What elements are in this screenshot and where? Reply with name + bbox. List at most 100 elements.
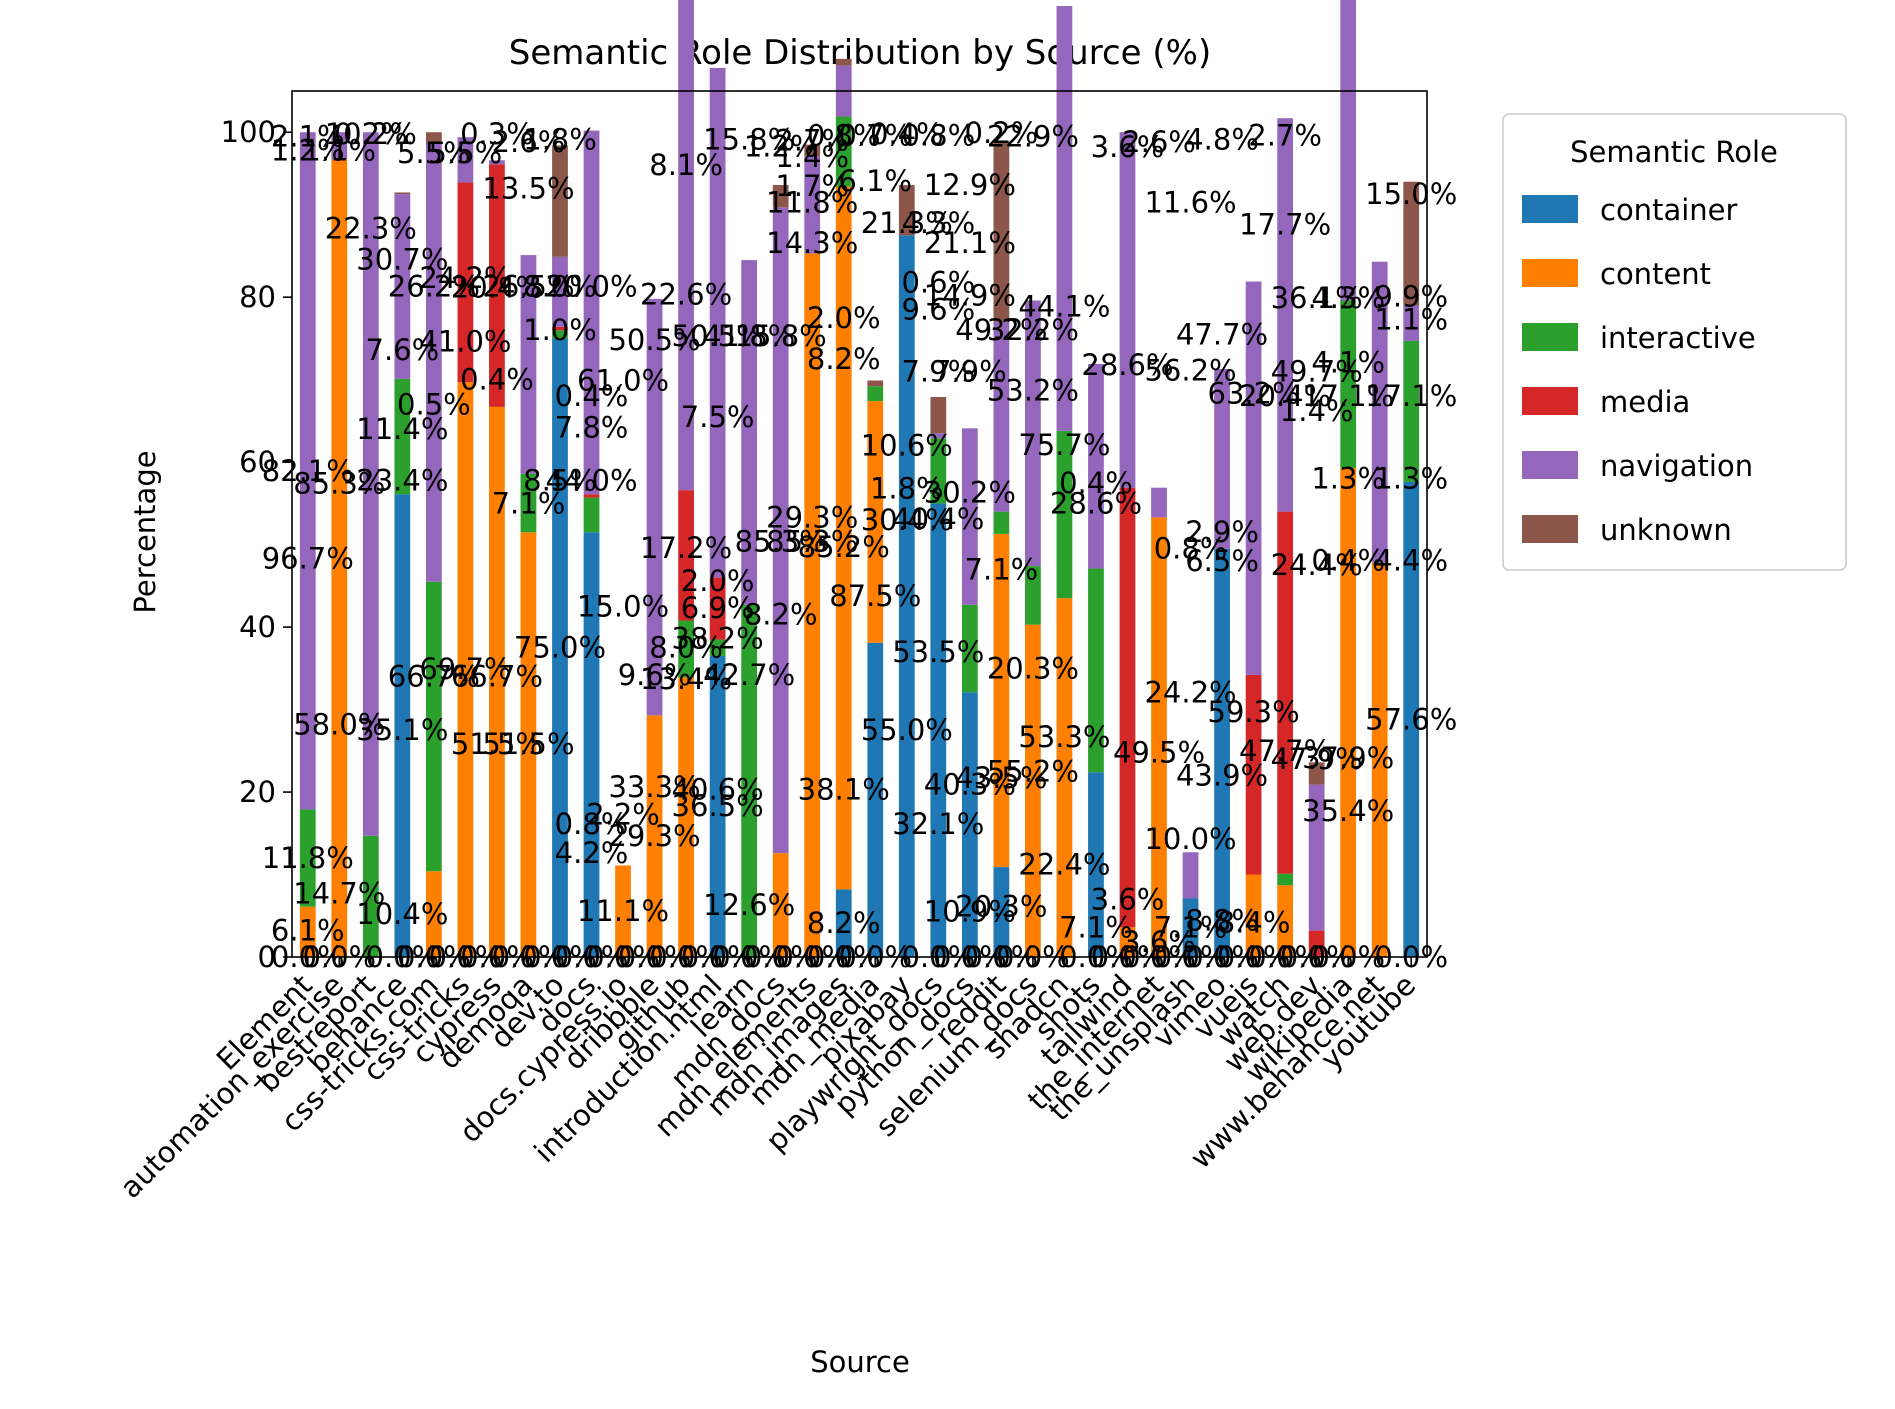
data-label: 8.0% <box>523 269 597 303</box>
legend-swatch-container <box>1522 195 1578 223</box>
data-label: 7.9% <box>933 354 1007 388</box>
data-label: 69.7% <box>419 652 511 686</box>
data-label: 47.7% <box>1239 734 1331 768</box>
data-label: 1.8% <box>870 472 944 506</box>
data-label: 1.2% <box>744 129 818 163</box>
data-label: 17.1% <box>1365 379 1457 413</box>
data-label: 66.7% <box>388 660 480 694</box>
legend-label-interactive: interactive <box>1600 321 1756 355</box>
data-label: 63.2% <box>1208 377 1300 411</box>
bar-segment-container <box>898 235 915 958</box>
data-label: 85.2% <box>798 530 890 564</box>
bar-segment-navigation <box>993 321 1010 512</box>
data-label: 6.1% <box>271 914 345 948</box>
data-label: 55.0% <box>861 713 953 747</box>
data-label: 7.1% <box>965 552 1039 586</box>
legend-label-media: media <box>1600 385 1690 419</box>
bar-segment-navigation <box>1277 118 1294 512</box>
data-label: 1.2% <box>271 133 345 167</box>
data-label: 55.2% <box>987 754 1079 788</box>
data-label: 85.3% <box>293 467 385 501</box>
bar-segment-interactive <box>362 835 379 957</box>
bar-segment-navigation <box>1340 0 1357 301</box>
data-label: 11.8% <box>262 841 354 875</box>
data-label: 7.6% <box>366 333 440 367</box>
bar-segment-content <box>489 406 505 958</box>
data-label: 0.8% <box>901 119 975 153</box>
bar-segment-content <box>425 871 442 957</box>
bar-segment-interactive <box>835 116 852 187</box>
data-label: 0.6% <box>901 265 975 299</box>
data-label: 87.5% <box>829 579 921 613</box>
data-label: 7.5% <box>681 400 755 434</box>
data-label: 10.9% <box>924 895 1016 929</box>
y-tick-label: 20 <box>239 775 276 809</box>
bar-segment-unknown <box>867 380 884 387</box>
data-label: 10.4% <box>356 897 448 931</box>
bar-segment-content <box>615 865 631 957</box>
bar-segment-content <box>1245 874 1262 957</box>
bar-segment-content <box>835 186 852 890</box>
data-label: 17.2% <box>640 531 732 565</box>
data-label: 5.5% <box>397 136 471 170</box>
data-label: 4.4% <box>1374 543 1448 577</box>
y-axis-label: Percentage <box>128 450 162 613</box>
data-label: 14.7% <box>293 876 385 910</box>
bar-segment-interactive <box>1088 568 1104 773</box>
data-label: 20.3% <box>987 651 1079 685</box>
data-label: 2.7% <box>775 123 849 157</box>
data-label: 15.0% <box>577 589 669 623</box>
data-label: 1.1% <box>302 133 376 167</box>
bar-segment-media <box>552 326 568 331</box>
data-label: 36.5% <box>672 789 764 823</box>
bar-segment-navigation <box>1245 281 1262 675</box>
bar-segment-container <box>961 692 978 957</box>
y-tick-label: 80 <box>239 280 276 314</box>
data-label: 30.7% <box>356 242 448 276</box>
data-label: 0.4% <box>1059 466 1133 500</box>
bar-segment-interactive <box>993 511 1010 534</box>
bar-segment-interactive <box>1025 566 1041 625</box>
bar-segment-content <box>646 715 663 957</box>
data-label: 12.9% <box>924 168 1016 202</box>
legend-title: Semantic Role <box>1570 135 1778 169</box>
data-label: 41.8% <box>703 319 795 353</box>
data-label: 20.0% <box>545 269 637 303</box>
data-label: 21.1% <box>924 226 1016 260</box>
data-label: 6.1% <box>838 164 912 198</box>
data-label: 40.4% <box>892 502 984 536</box>
data-label: 51.5% <box>451 727 543 761</box>
data-label: 11.1% <box>577 894 669 928</box>
data-label: 8.8% <box>1185 904 1259 938</box>
bar-segment-unknown <box>425 132 442 144</box>
data-label: 22.3% <box>325 212 417 246</box>
bar-segment-interactive <box>867 386 884 402</box>
bar-segment-navigation <box>457 137 474 183</box>
data-label: 2.2% <box>586 797 660 831</box>
y-tick-label: 60 <box>239 445 276 479</box>
legend-label-container: container <box>1600 193 1737 227</box>
data-label: 47.7% <box>1176 317 1268 351</box>
data-label: 49.2% <box>955 313 1047 347</box>
data-label: 1.1% <box>1374 302 1448 336</box>
data-label: 2.1% <box>271 119 345 153</box>
data-label: 22.4% <box>1018 848 1110 882</box>
chart-title: Semantic Role Distribution by Source (%) <box>509 33 1211 73</box>
bar-segment-content <box>772 853 789 957</box>
bar-segment-content <box>1340 467 1357 957</box>
bar-segment-media <box>583 494 600 498</box>
data-label: 44.1% <box>1018 289 1110 323</box>
data-label: 11.8% <box>766 185 858 219</box>
bar-segment-content <box>1371 562 1388 957</box>
data-label: 20.4% <box>1239 379 1331 413</box>
data-label: 43.9% <box>1176 759 1268 793</box>
data-label: 0.2% <box>965 116 1039 150</box>
data-label: 53.2% <box>987 373 1079 407</box>
legend-label-content: content <box>1600 257 1711 291</box>
data-label: 14.3% <box>766 226 858 260</box>
bar-segment-interactive <box>1056 430 1073 599</box>
data-label: 9.9% <box>1374 279 1448 313</box>
data-label: 56.2% <box>1144 354 1236 388</box>
legend-swatch-navigation <box>1522 451 1578 479</box>
